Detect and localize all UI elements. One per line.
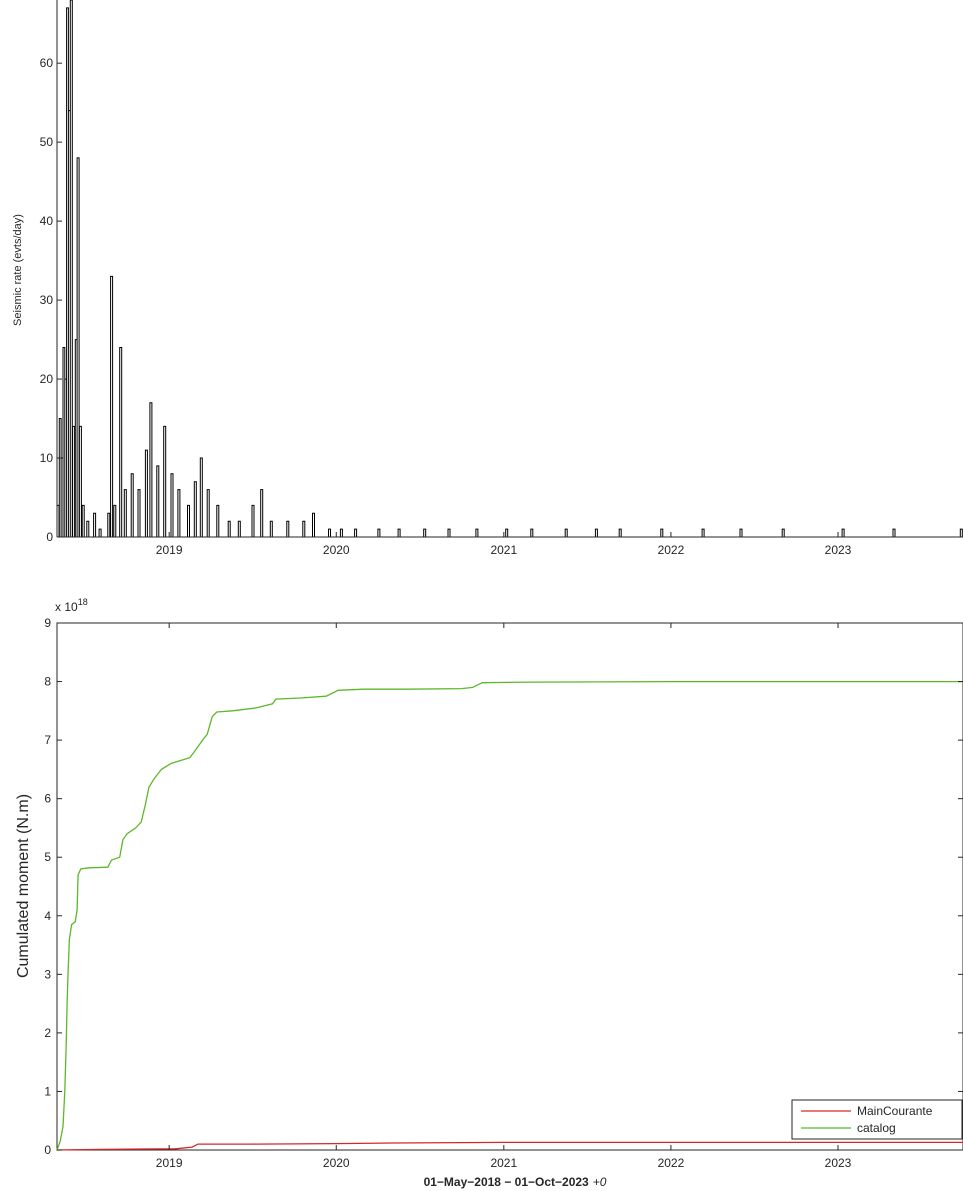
cumulated-moment-y-tick-label-2: 2 <box>44 1026 51 1040</box>
cumulated-moment-y-tick-label-6: 6 <box>44 792 51 806</box>
cumulated-moment-y-tick-label-0: 0 <box>44 1143 51 1157</box>
cumulated-moment-ticks: 0 1 2 3 4 5 6 7 8 9 2019 2020 2021 2022 2023 <box>44 616 963 1170</box>
seismic-rate-plot-area <box>56 0 963 538</box>
seismic-rate-x-tick-label-4: 2023 <box>825 543 852 557</box>
legend-box <box>791 1099 963 1140</box>
cumulated-moment-x-tick-label-0: 2019 <box>156 1156 183 1170</box>
seismic-rate-y-tick-label-5: 50 <box>40 135 54 149</box>
seismic-rate-y-tick-label-6: 60 <box>40 56 54 70</box>
seismic-rate-x-tick-label-2: 2021 <box>490 543 517 557</box>
date-range-suffix: +0 <box>593 1175 607 1189</box>
cumulated-moment-x-tick-label-4: 2023 <box>825 1156 852 1170</box>
cumulated-moment-y-tick-label-7: 7 <box>44 733 51 747</box>
date-range-main: 01−May−2018 − 01−Oct−2023 <box>424 1175 589 1189</box>
date-range-x-label: 01−May−2018 − 01−Oct−2023 +0 <box>424 1175 607 1189</box>
cumulated-moment-y-label: Cumulated moment (N.m) <box>15 794 32 978</box>
seismic-rate-x-tick-label-3: 2022 <box>658 543 685 557</box>
cumulated-moment-y-tick-label-9: 9 <box>44 616 51 630</box>
series-line-maincourante <box>56 1141 963 1151</box>
seismic-rate-panel: 0 10 20 30 40 50 60 2019 2020 2021 2022 2023 Seismi… <box>12 0 963 557</box>
cumulated-moment-y-tick-label-5: 5 <box>44 850 51 864</box>
seismic-rate-ticks: 0 10 20 30 40 50 60 2019 2020 2021 2022 2023 <box>40 56 852 557</box>
series-line-catalog <box>56 680 963 1151</box>
seismic-rate-y-tick-label-1: 10 <box>40 451 54 465</box>
cumulated-moment-y-tick-label-8: 8 <box>44 675 51 689</box>
cumulated-moment-x-tick-label-2: 2021 <box>490 1156 517 1170</box>
exponent-power: 18 <box>78 597 88 607</box>
cumulated-moment-plot-area <box>56 680 963 1151</box>
seismic-rate-y-tick-label-0: 0 <box>46 530 53 544</box>
cumulated-moment-panel: 0 1 2 3 4 5 6 7 8 9 2019 2020 2021 2022 2023 x 1018 Cu… <box>15 597 963 1189</box>
cumulated-moment-y-tick-label-1: 1 <box>44 1084 51 1098</box>
seismic-rate-series-line <box>56 0 963 538</box>
seismic-rate-y-tick-label-2: 20 <box>40 372 54 386</box>
cumulated-moment-x-tick-label-3: 2022 <box>658 1156 685 1170</box>
seismic-rate-x-tick-label-0: 2019 <box>156 543 183 557</box>
seismic-rate-x-tick-label-1: 2020 <box>323 543 350 557</box>
seismic-rate-y-label: Seismic rate (evts/day) <box>12 214 24 326</box>
cumulated-moment-y-tick-label-3: 3 <box>44 967 51 981</box>
cumulated-moment-axes-box <box>56 622 963 1151</box>
legend-label-catalog: catalog <box>857 1121 896 1135</box>
legend-label-maincourante: MainCourante <box>857 1104 933 1118</box>
cumulated-moment-y-tick-label-4: 4 <box>44 909 51 923</box>
seismic-rate-y-tick-label-3: 30 <box>40 293 54 307</box>
seismic-rate-y-tick-label-4: 40 <box>40 214 54 228</box>
exponent-label: x 1018 <box>55 597 88 614</box>
cumulated-moment-x-tick-label-1: 2020 <box>323 1156 350 1170</box>
exponent-base: x 10 <box>55 600 78 614</box>
legend: MainCourante catalog <box>791 1099 963 1140</box>
